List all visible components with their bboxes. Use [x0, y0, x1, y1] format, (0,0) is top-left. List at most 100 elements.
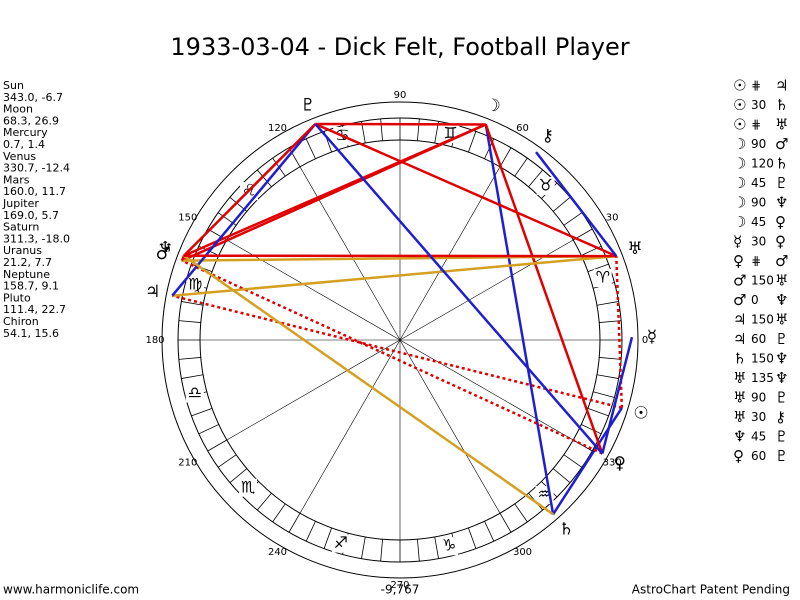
harmonic-value: -9,767	[381, 583, 420, 597]
planet-position: 330.7, -12.4	[3, 162, 70, 175]
aspect-line	[181, 259, 603, 455]
aspect-from: ♅	[733, 389, 746, 407]
ring-tick	[587, 408, 609, 417]
planet-glyph: ♀	[614, 453, 626, 473]
aspect-type: 135	[751, 371, 774, 385]
ring-tick	[288, 147, 301, 167]
aspect-from: ☽	[733, 213, 746, 231]
aspect-line	[172, 254, 617, 297]
house-line	[226, 339, 401, 441]
aspect-to: ♄	[775, 155, 788, 173]
ring-tick	[305, 138, 316, 159]
aspect-from: ♄	[733, 350, 746, 368]
aspect-from: ♅	[733, 408, 746, 426]
aspect-from: ☽	[733, 194, 746, 212]
aspect-from: ☉	[733, 96, 746, 114]
aspect-type: 0	[751, 293, 759, 307]
aspect-type: 150	[751, 313, 774, 327]
aspect-type: ⋕	[751, 79, 761, 93]
aspect-line	[484, 124, 604, 454]
aspect-to: ⚷	[775, 408, 786, 426]
planet-glyph: ♃	[145, 282, 160, 302]
planet-position: 0.7, 1.4	[3, 138, 45, 151]
zodiac-sign: ♍	[188, 275, 202, 294]
ring-tick	[499, 147, 512, 167]
aspect-type: 150	[751, 274, 774, 288]
ring-tick	[593, 391, 615, 398]
aspect-from: ♃	[733, 330, 746, 348]
planet-position: 311.3, -18.0	[3, 232, 70, 245]
planet-position: 111.4, 22.7	[3, 303, 66, 316]
ring-tick	[587, 263, 609, 272]
ring-tick	[499, 513, 512, 533]
ring-tick	[528, 169, 544, 188]
ring-tick	[563, 454, 583, 468]
ring-tick	[468, 131, 477, 153]
aspect-type: 45	[751, 430, 766, 444]
aspect-from: ☽	[733, 155, 746, 173]
planet-glyph: ♆	[158, 238, 173, 258]
aspect-to: ♆	[775, 194, 788, 212]
aspect-line	[183, 123, 487, 257]
ring-tick	[256, 169, 272, 188]
ring-tick	[361, 536, 366, 559]
ring-tick	[434, 536, 439, 559]
ring-tick	[191, 408, 213, 417]
zodiac-sign: ♈	[596, 268, 610, 287]
aspect-line	[183, 254, 554, 516]
aspect-type: 30	[751, 410, 766, 424]
aspect-line	[171, 123, 317, 297]
ring-tick	[178, 320, 201, 323]
sign-bg	[239, 478, 258, 497]
ring-tick	[198, 424, 219, 435]
sign-bg	[593, 269, 612, 288]
aspect-from: ☿	[733, 233, 742, 251]
aspect-type: 150	[751, 352, 774, 366]
planet-name: Saturn	[3, 221, 39, 234]
planet-glyph: ♅	[627, 239, 642, 259]
planet-position: 160.0, 11.7	[3, 185, 66, 198]
planet-glyph: ♄	[559, 519, 574, 539]
degree-label: 150	[178, 213, 197, 224]
ring-tick	[181, 374, 204, 379]
zodiac-sign: ♉	[538, 175, 552, 194]
aspect-from: ☽	[733, 174, 746, 192]
aspect-to: ♅	[775, 116, 788, 134]
ring-tick	[178, 357, 201, 360]
aspect-to: ♀	[775, 233, 786, 251]
aspect-from: ♂	[733, 291, 746, 309]
aspect-to: ♄	[775, 96, 788, 114]
aspect-to: ♃	[775, 77, 788, 95]
planet-name: Neptune	[3, 268, 50, 281]
degree-label: 90	[394, 90, 407, 101]
ring-tick	[552, 196, 571, 212]
aspect-type: 60	[751, 449, 766, 463]
aspect-type: 30	[751, 235, 766, 249]
aspect-line	[171, 294, 623, 410]
aspect-from: ♆	[733, 428, 746, 446]
ring-tick	[552, 468, 571, 484]
aspect-from: ♂	[733, 272, 746, 290]
aspect-type: 45	[751, 215, 766, 229]
planet-glyph: ♇	[300, 95, 315, 115]
aspect-from: ☉	[733, 77, 746, 95]
ring-tick	[514, 503, 528, 523]
aspect-line	[314, 123, 604, 455]
planet-position: 343.0, -6.7	[3, 91, 63, 104]
aspect-to: ♂	[775, 252, 788, 270]
ring-tick	[272, 503, 286, 523]
ring-tick	[380, 539, 383, 562]
ring-tick	[256, 492, 272, 511]
aspect-to: ♇	[775, 428, 788, 446]
degree-label: 330	[603, 458, 622, 469]
aspect-to: ♇	[775, 447, 788, 465]
zodiac-sign: ♐	[334, 533, 348, 552]
degree-label: 300	[513, 547, 532, 558]
aspect-line	[182, 123, 317, 257]
footer-right: AstroChart Patent Pending	[632, 583, 790, 597]
ring-tick	[573, 439, 593, 452]
house-line	[399, 166, 501, 341]
sign-bg	[185, 384, 204, 403]
planet-position: 169.0, 5.7	[3, 209, 59, 222]
degree-label: 240	[268, 547, 287, 558]
